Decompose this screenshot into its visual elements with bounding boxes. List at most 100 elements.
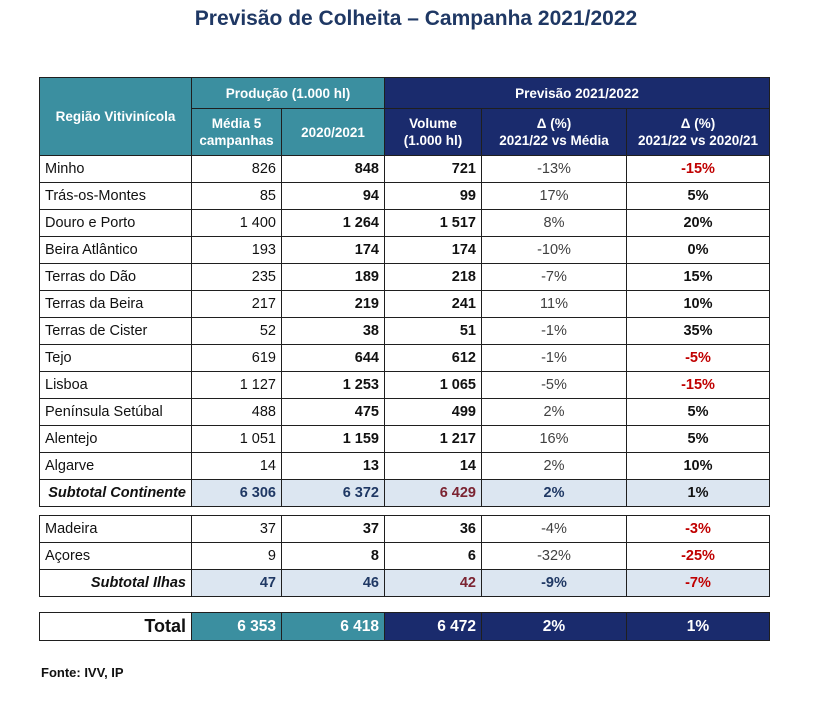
delta-media-cell: 17%	[481, 182, 627, 210]
prev-year-cell: 189	[281, 263, 385, 291]
delta-media-cell: 11%	[481, 290, 627, 318]
media-cell: 9	[191, 542, 282, 570]
media-cell: 217	[191, 290, 282, 318]
prev-year-cell: 8	[281, 542, 385, 570]
region-cell: Beira Atlântico	[39, 236, 192, 264]
region-cell: Minho	[39, 155, 192, 183]
region-cell: Tejo	[39, 344, 192, 372]
total-row: Total 6 353 6 418 6 472 2% 1%	[39, 612, 770, 641]
delta-year-cell: -15%	[626, 155, 770, 183]
prev-year-cell: 1 264	[281, 209, 385, 237]
media-cell: 826	[191, 155, 282, 183]
subtotal-media: 6 306	[191, 479, 282, 507]
table-row: Açores 9 8 6 -32% -25%	[39, 542, 770, 570]
prev-year-cell: 848	[281, 155, 385, 183]
region-cell: Lisboa	[39, 371, 192, 399]
table-row: Península Setúbal 488 475 499 2% 5%	[39, 398, 770, 426]
page-title: Previsão de Colheita – Campanha 2021/202…	[194, 7, 638, 30]
volume-cell: 1 217	[384, 425, 482, 453]
subtotal-prev-year: 6 372	[281, 479, 385, 507]
subtotal-prev-year: 46	[281, 569, 385, 597]
delta-year-cell: 5%	[626, 398, 770, 426]
delta-year-cell: -3%	[626, 515, 770, 543]
region-cell: Madeira	[39, 515, 192, 543]
header-previsao: Previsão 2021/2022	[384, 77, 770, 109]
prev-year-cell: 219	[281, 290, 385, 318]
prev-year-cell: 94	[281, 182, 385, 210]
delta-media-cell: -1%	[481, 317, 627, 345]
subtotal-label: Subtotal Ilhas	[39, 569, 192, 597]
volume-cell: 499	[384, 398, 482, 426]
media-cell: 37	[191, 515, 282, 543]
header-2020-2021: 2020/2021	[281, 108, 385, 156]
volume-cell: 99	[384, 182, 482, 210]
volume-cell: 1 065	[384, 371, 482, 399]
subtotal-media: 47	[191, 569, 282, 597]
media-cell: 1 400	[191, 209, 282, 237]
subtotal-row: Subtotal Continente 6 306 6 372 6 429 2% 1%	[39, 479, 770, 507]
subtotal-volume: 42	[384, 569, 482, 597]
region-cell: Terras da Beira	[39, 290, 192, 318]
media-cell: 235	[191, 263, 282, 291]
volume-cell: 721	[384, 155, 482, 183]
delta-year-cell: -25%	[626, 542, 770, 570]
delta-media-cell: -7%	[481, 263, 627, 291]
region-cell: Península Setúbal	[39, 398, 192, 426]
delta-year-cell: -5%	[626, 344, 770, 372]
region-cell: Terras do Dão	[39, 263, 192, 291]
table-row: Alentejo 1 051 1 159 1 217 16% 5%	[39, 425, 770, 453]
table-row: Algarve 14 13 14 2% 10%	[39, 452, 770, 480]
spacer-row	[39, 596, 770, 613]
total-volume: 6 472	[384, 612, 482, 641]
volume-cell: 1 517	[384, 209, 482, 237]
prev-year-cell: 1 159	[281, 425, 385, 453]
volume-cell: 14	[384, 452, 482, 480]
delta-year-cell: 0%	[626, 236, 770, 264]
total-prev-year: 6 418	[281, 612, 385, 641]
subtotal-label: Subtotal Continente	[39, 479, 192, 507]
header-media5: Média 5 campanhas	[191, 108, 282, 156]
delta-media-cell: 2%	[481, 452, 627, 480]
region-cell: Terras de Cister	[39, 317, 192, 345]
media-cell: 85	[191, 182, 282, 210]
delta-media-cell: -5%	[481, 371, 627, 399]
media-cell: 488	[191, 398, 282, 426]
delta-media-cell: -13%	[481, 155, 627, 183]
volume-cell: 241	[384, 290, 482, 318]
media-cell: 1 051	[191, 425, 282, 453]
delta-media-cell: -4%	[481, 515, 627, 543]
delta-year-cell: 15%	[626, 263, 770, 291]
volume-cell: 218	[384, 263, 482, 291]
region-cell: Douro e Porto	[39, 209, 192, 237]
table-row: Madeira 37 37 36 -4% -3%	[39, 515, 770, 543]
header-producao: Produção (1.000 hl)	[191, 77, 385, 109]
source-note: Fonte: IVV, IP	[41, 665, 124, 680]
delta-media-cell: 16%	[481, 425, 627, 453]
header-region: Região Vitivinícola	[39, 77, 192, 156]
delta-media-cell: 2%	[481, 398, 627, 426]
header-delta-media: Δ (%) 2021/22 vs Média	[481, 108, 627, 156]
table-body: Minho 826 848 721 -13% -15% Trás-os-Montes 85 94…	[39, 155, 770, 641]
header-delta-year: Δ (%) 2021/22 vs 2020/21	[626, 108, 770, 156]
region-cell: Algarve	[39, 452, 192, 480]
region-cell: Trás-os-Montes	[39, 182, 192, 210]
delta-year-cell: 35%	[626, 317, 770, 345]
prev-year-cell: 13	[281, 452, 385, 480]
subtotal-delta-year: 1%	[626, 479, 770, 507]
delta-year-cell: 5%	[626, 182, 770, 210]
table-row: Terras de Cister 52 38 51 -1% 35%	[39, 317, 770, 345]
volume-cell: 51	[384, 317, 482, 345]
table-row: Douro e Porto 1 400 1 264 1 517 8% 20%	[39, 209, 770, 237]
prev-year-cell: 1 253	[281, 371, 385, 399]
delta-media-cell: 8%	[481, 209, 627, 237]
delta-year-cell: -15%	[626, 371, 770, 399]
region-cell: Alentejo	[39, 425, 192, 453]
total-media: 6 353	[191, 612, 282, 641]
table-row: Beira Atlântico 193 174 174 -10% 0%	[39, 236, 770, 264]
prev-year-cell: 37	[281, 515, 385, 543]
volume-cell: 174	[384, 236, 482, 264]
delta-year-cell: 5%	[626, 425, 770, 453]
volume-cell: 612	[384, 344, 482, 372]
prev-year-cell: 38	[281, 317, 385, 345]
table-row: Lisboa 1 127 1 253 1 065 -5% -15%	[39, 371, 770, 399]
